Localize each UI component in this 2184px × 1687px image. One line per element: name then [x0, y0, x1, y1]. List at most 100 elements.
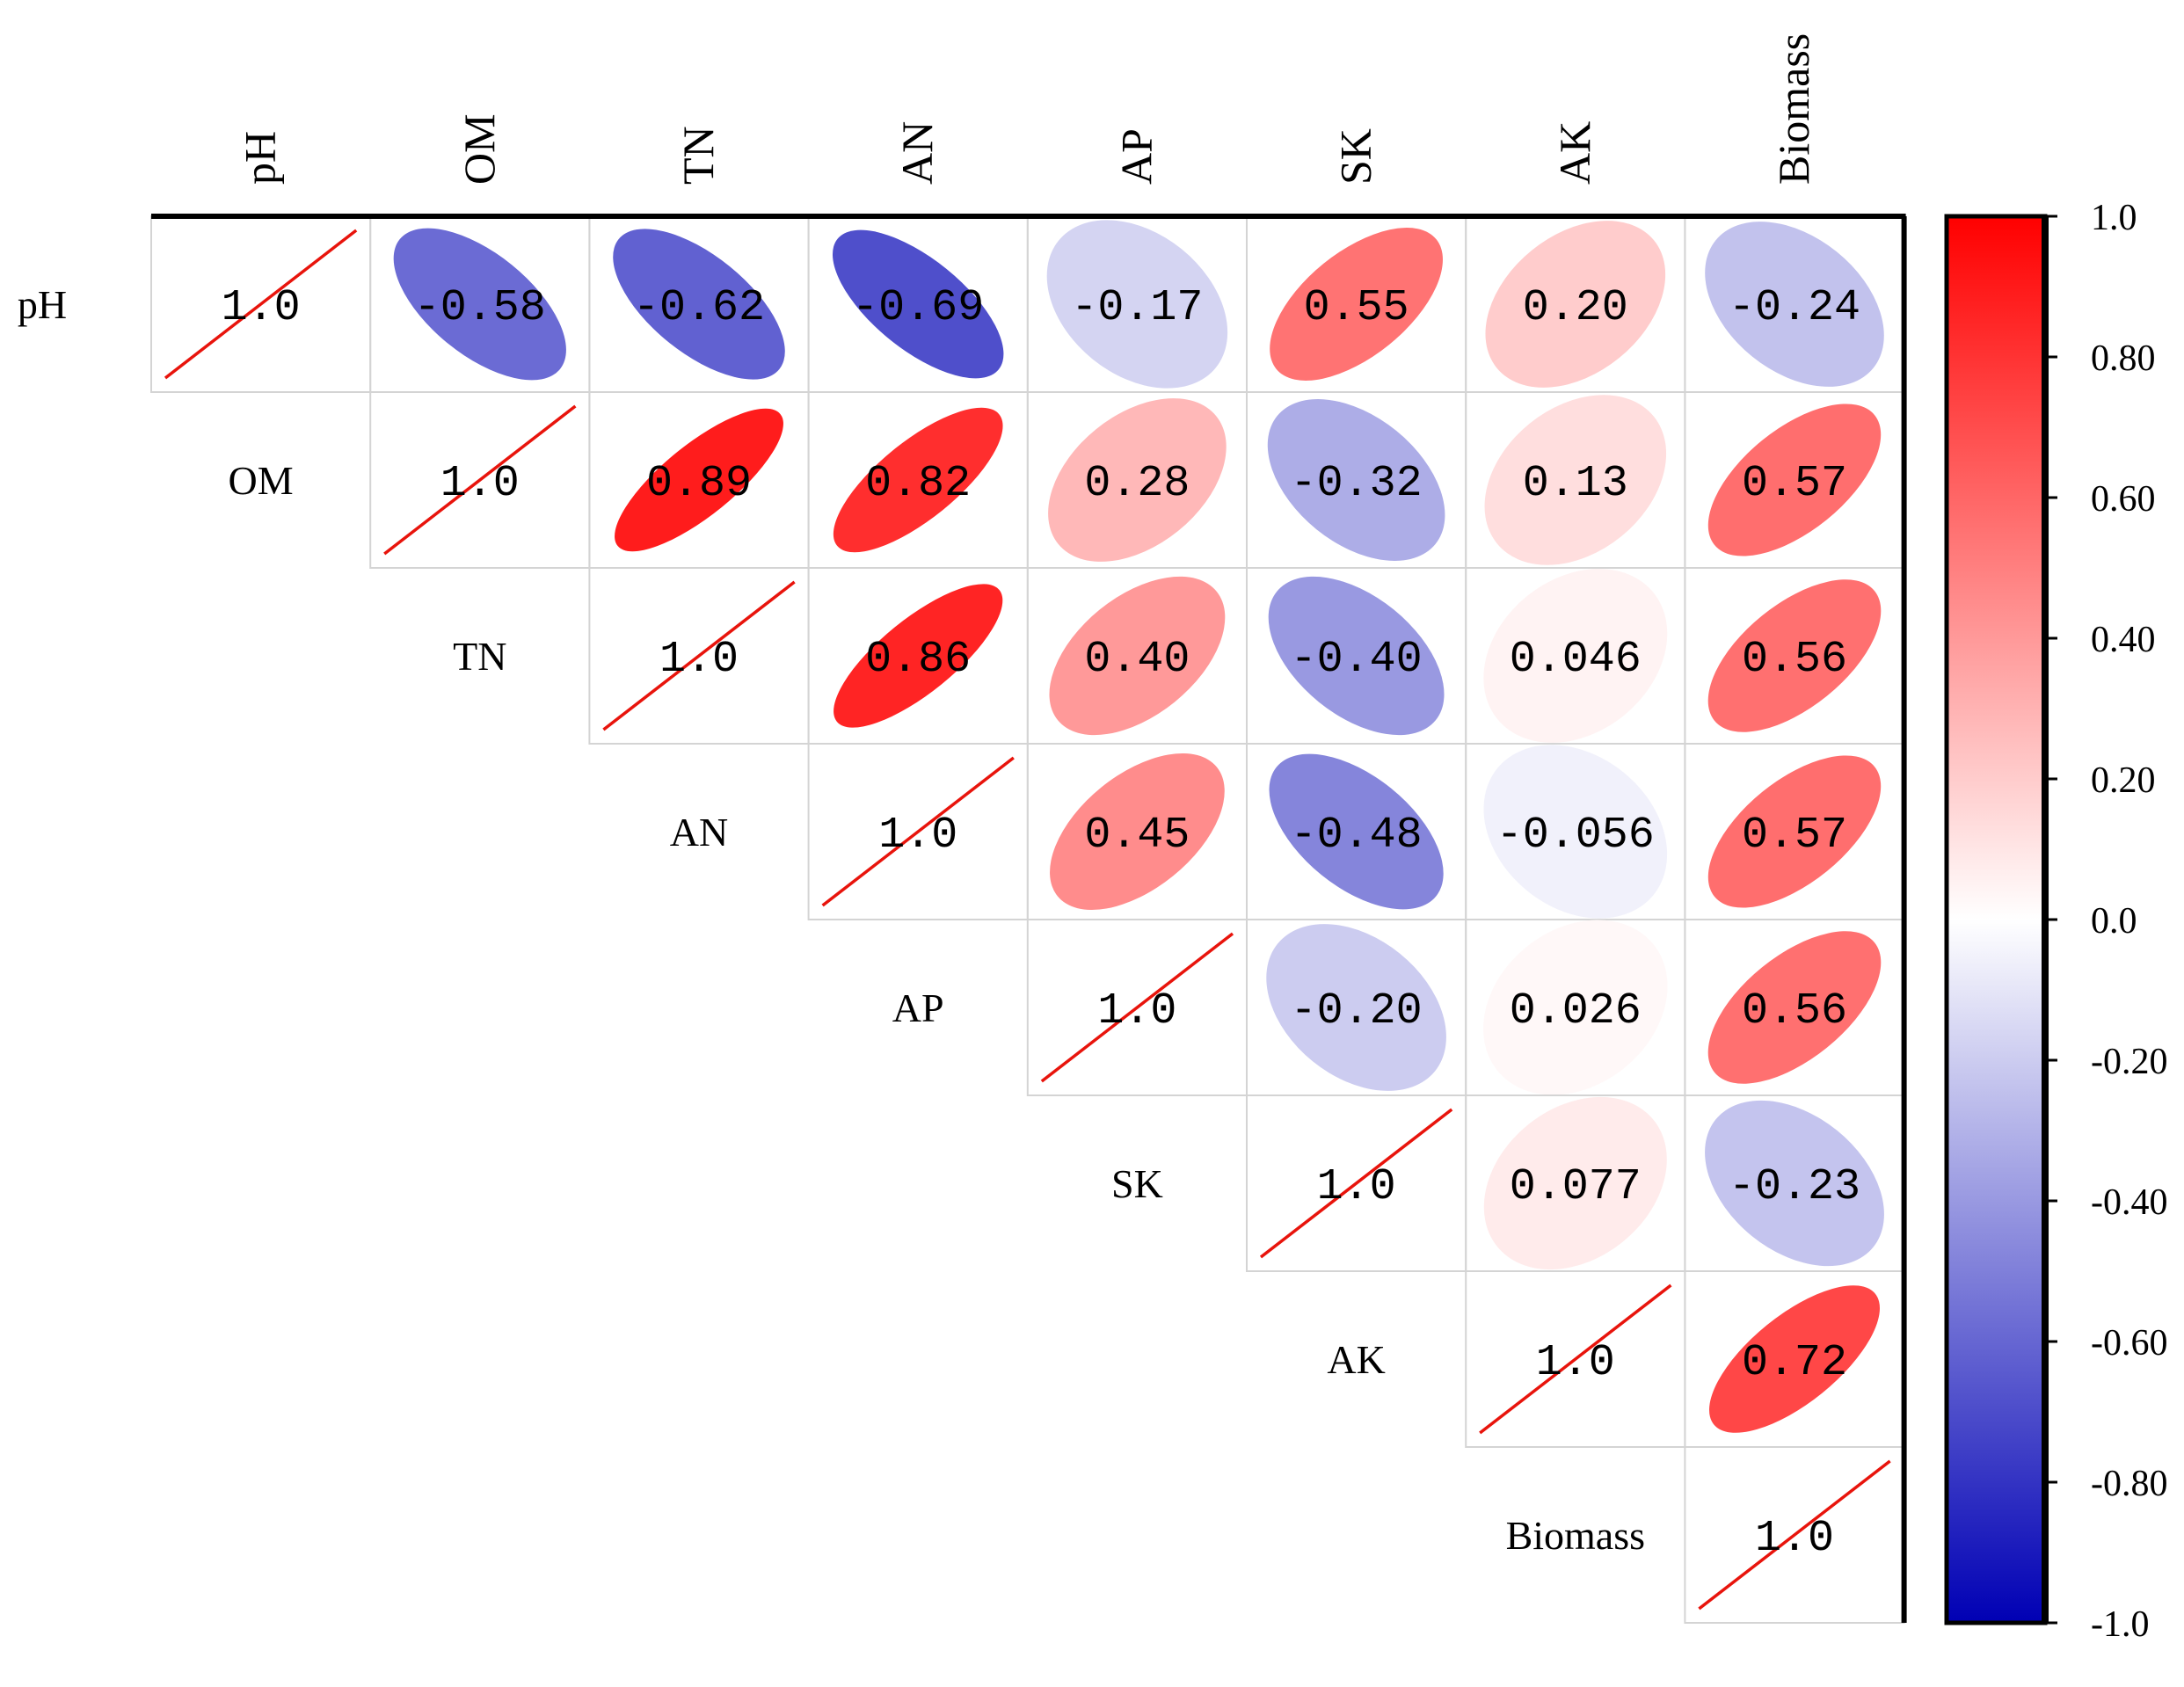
- cell-ph-ph: 1.0: [150, 215, 372, 393]
- column-label-om: OM: [455, 113, 504, 185]
- diagonal-line: [1259, 1108, 1453, 1259]
- cell-sk-sk: 1.0: [1246, 1094, 1467, 1272]
- correlation-value: 0.40: [1084, 635, 1190, 685]
- correlation-value: 1.0: [440, 459, 520, 509]
- correlation-value: 0.046: [1510, 635, 1642, 685]
- cell-ak-biomass: 0.72: [1684, 1270, 1905, 1448]
- matrix-cells: pH OM TN AN AP SK AK Biomass pH OM TN AN AP SK AK Bioma…: [18, 33, 1905, 1624]
- column-label-tn: TN: [673, 126, 723, 185]
- row-label-ap: AP: [892, 985, 944, 1030]
- correlation-ellipse: [834, 584, 1003, 728]
- correlation-value: -0.23: [1729, 1162, 1860, 1212]
- correlation-ellipse: [832, 229, 1004, 379]
- cell-an-ap: 0.45: [1026, 743, 1249, 920]
- row-label-ak: AK: [1327, 1337, 1385, 1382]
- diagonal-line: [602, 580, 796, 731]
- diagonal-line: [1698, 1459, 1891, 1611]
- correlation-value: 0.72: [1742, 1338, 1847, 1388]
- cell-an-ak: -0.056: [1465, 743, 1686, 920]
- correlation-value: -0.40: [1291, 635, 1423, 685]
- correlation-value: 1.0: [1097, 986, 1176, 1036]
- correlation-value: 1.0: [1317, 1162, 1396, 1212]
- correlation-ellipse: [613, 229, 785, 380]
- correlation-ellipse: [1483, 569, 1668, 743]
- correlation-value: -0.32: [1291, 459, 1423, 509]
- correlation-ellipse: [1269, 753, 1444, 910]
- cell-ph-tn: -0.62: [588, 215, 810, 393]
- correlation-value: 0.57: [1742, 811, 1847, 861]
- cell-ap-biomass: 0.56: [1684, 919, 1905, 1096]
- correlation-ellipse: [1049, 576, 1226, 736]
- cell-om-sk: -0.32: [1246, 391, 1467, 569]
- colorbar-tick-label: -1.0: [2091, 1604, 2150, 1645]
- correlation-ellipse: [1483, 1096, 1667, 1270]
- correlation-ellipse: [1484, 395, 1667, 565]
- correlation-value: 0.20: [1523, 283, 1628, 333]
- correlation-value: -0.69: [852, 283, 984, 333]
- correlation-ellipse: [1266, 924, 1446, 1091]
- column-label-ph: pH: [236, 131, 285, 185]
- correlation-ellipse: [1050, 753, 1225, 911]
- correlation-ellipse: [1483, 920, 1668, 1095]
- cell-tn-sk: -0.40: [1246, 567, 1467, 745]
- correlation-ellipse: [1046, 220, 1228, 389]
- diagonal-line: [164, 229, 358, 380]
- cell-an-sk: -0.48: [1246, 743, 1467, 920]
- diagonal-line: [1479, 1283, 1672, 1435]
- correlation-value: 1.0: [659, 635, 739, 685]
- colorbar-bar: [1944, 214, 2048, 1625]
- row-label-sk: SK: [1111, 1161, 1163, 1206]
- cell-an-biomass: 0.57: [1684, 743, 1905, 920]
- colorbar-tick-label: 0.0: [2091, 901, 2137, 942]
- cell-ap-ap: 1.0: [1026, 919, 1249, 1096]
- correlation-value: 0.077: [1510, 1162, 1642, 1212]
- column-label-sk: SK: [1331, 128, 1380, 185]
- colorbar-tick-label: -0.40: [2091, 1182, 2168, 1223]
- colorbar-tick-label: 0.20: [2091, 760, 2156, 801]
- row-label-ph: pH: [18, 282, 67, 327]
- colorbar-tick-label: -0.20: [2091, 1042, 2168, 1082]
- correlation-value: 0.13: [1523, 459, 1628, 509]
- row-label-biomass: Biomass: [1506, 1513, 1645, 1558]
- correlation-ellipse: [1268, 576, 1445, 736]
- correlation-value: 0.56: [1742, 635, 1847, 685]
- matrix-frame: [151, 214, 1907, 1623]
- colorbar-tick-label: 0.60: [2091, 479, 2156, 520]
- correlation-ellipse: [1705, 222, 1884, 387]
- correlation-value: -0.056: [1496, 811, 1655, 861]
- correlation-value: 1.0: [878, 811, 957, 861]
- correlation-value: 0.86: [865, 635, 971, 685]
- correlation-value: -0.48: [1291, 811, 1423, 861]
- diagonal-line: [1040, 932, 1234, 1083]
- cell-sk-biomass: -0.23: [1684, 1094, 1905, 1272]
- correlation-ellipse: [1267, 399, 1445, 561]
- column-label-an: AN: [892, 121, 942, 185]
- row-label-tn: TN: [453, 634, 506, 679]
- cell-ap-sk: -0.20: [1246, 919, 1467, 1096]
- correlation-ellipse: [1709, 1285, 1880, 1433]
- cell-tn-an: 0.86: [807, 567, 1029, 745]
- cell-om-ap: 0.28: [1026, 391, 1249, 569]
- correlation-ellipse: [1707, 404, 1882, 556]
- diagonal-line: [821, 756, 1015, 907]
- colorbar-tick-label: 0.40: [2091, 620, 2156, 660]
- colorbar-tick-label: -0.60: [2091, 1323, 2168, 1363]
- cell-an-an: 1.0: [807, 743, 1029, 920]
- correlation-value: 0.82: [865, 459, 971, 509]
- colorbar-tick-label: -0.80: [2091, 1464, 2168, 1504]
- correlation-ellipse: [1705, 1100, 1884, 1267]
- cell-om-an: 0.82: [807, 391, 1029, 569]
- cell-tn-ap: 0.40: [1026, 567, 1249, 745]
- correlation-value: 0.45: [1084, 811, 1190, 861]
- correlation-value: 0.89: [646, 459, 752, 509]
- cell-ap-ak: 0.026: [1465, 919, 1686, 1096]
- correlation-value: 0.57: [1742, 459, 1847, 509]
- cell-om-om: 1.0: [369, 391, 591, 569]
- correlation-value: -0.20: [1291, 986, 1423, 1036]
- correlation-value: 1.0: [222, 283, 301, 333]
- row-label-an: AN: [670, 810, 728, 854]
- correlation-value: -0.17: [1071, 283, 1203, 333]
- cell-om-biomass: 0.57: [1684, 391, 1905, 569]
- cell-om-ak: 0.13: [1465, 391, 1686, 569]
- column-label-ak: AK: [1550, 121, 1599, 185]
